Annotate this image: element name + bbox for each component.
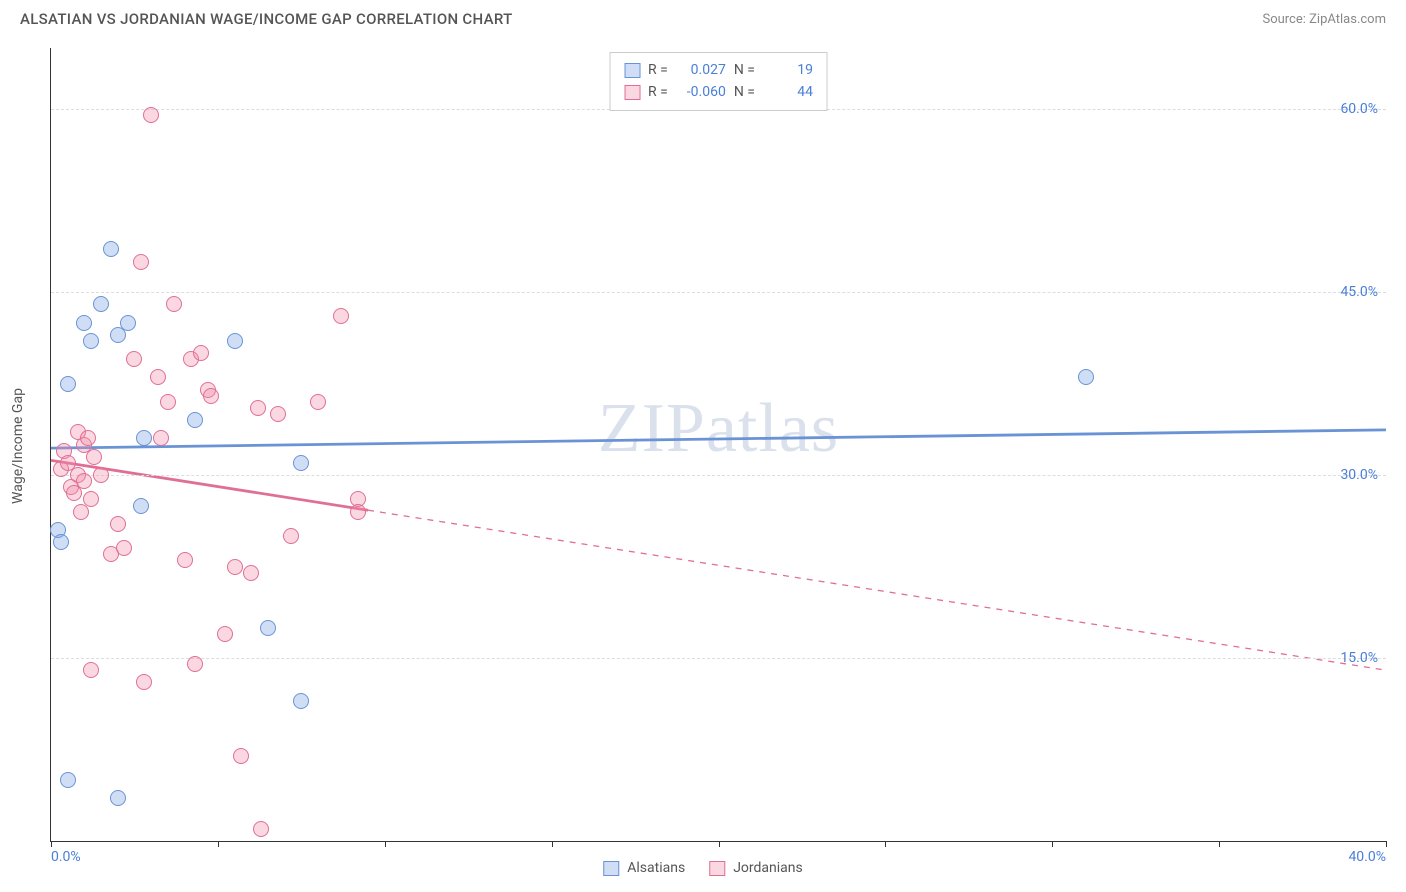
scatter-point	[133, 254, 149, 270]
y-tick-label: 60.0%	[1340, 101, 1378, 117]
r-value: -0.060	[676, 81, 726, 103]
swatch-icon	[624, 63, 640, 78]
y-tick-label: 15.0%	[1340, 650, 1378, 666]
scatter-point	[1078, 369, 1094, 385]
scatter-point	[333, 308, 349, 324]
r-label: R =	[648, 59, 668, 81]
scatter-point	[293, 455, 309, 471]
scatter-point	[103, 241, 119, 257]
x-tick	[552, 841, 553, 847]
x-tick	[719, 841, 720, 847]
scatter-point	[350, 504, 366, 520]
scatter-point	[310, 394, 326, 410]
swatch-icon	[709, 861, 725, 876]
y-tick-label: 30.0%	[1340, 467, 1378, 483]
scatter-point	[93, 467, 109, 483]
scatter-point	[283, 528, 299, 544]
gridline	[51, 292, 1386, 293]
scatter-point	[126, 351, 142, 367]
x-tick-label: 40.0%	[1348, 849, 1386, 865]
scatter-point	[76, 315, 92, 331]
x-tick-label: 0.0%	[51, 849, 81, 865]
scatter-point	[166, 296, 182, 312]
header: ALSATIAN VS JORDANIAN WAGE/INCOME GAP CO…	[0, 0, 1406, 36]
swatch-icon	[603, 861, 619, 876]
legend-row-alsatians: R = 0.027 N = 19	[624, 59, 813, 81]
scatter-point	[153, 430, 169, 446]
scatter-point	[80, 430, 96, 446]
x-tick	[1219, 841, 1220, 847]
scatter-point	[243, 565, 259, 581]
scatter-point	[83, 491, 99, 507]
trend-lines	[51, 48, 1386, 841]
y-axis-label: Wage/Income Gap	[10, 388, 26, 504]
scatter-point	[93, 296, 109, 312]
scatter-point	[253, 821, 269, 837]
scatter-point	[133, 498, 149, 514]
x-tick	[385, 841, 386, 847]
x-tick	[885, 841, 886, 847]
scatter-point	[83, 333, 99, 349]
n-value: 19	[763, 59, 813, 81]
scatter-point	[136, 674, 152, 690]
x-tick	[51, 841, 52, 847]
n-label: N =	[734, 59, 755, 81]
legend-item-jordanians: Jordanians	[709, 860, 803, 876]
y-tick-label: 45.0%	[1340, 284, 1378, 300]
x-tick	[1386, 841, 1387, 847]
chart-title: ALSATIAN VS JORDANIAN WAGE/INCOME GAP CO…	[20, 10, 513, 28]
scatter-point	[260, 620, 276, 636]
scatter-point	[120, 315, 136, 331]
scatter-point	[53, 534, 69, 550]
gridline	[51, 475, 1386, 476]
r-value: 0.027	[676, 59, 726, 81]
scatter-point	[233, 748, 249, 764]
x-tick	[218, 841, 219, 847]
scatter-point	[116, 540, 132, 556]
gridline	[51, 658, 1386, 659]
legend-row-jordanians: R = -0.060 N = 44	[624, 81, 813, 103]
scatter-point	[136, 430, 152, 446]
legend-item-alsatians: Alsatians	[603, 860, 685, 876]
swatch-icon	[624, 85, 640, 100]
scatter-point	[60, 376, 76, 392]
scatter-point	[193, 345, 209, 361]
watermark: ZIPatlas	[598, 389, 839, 469]
scatter-point	[110, 516, 126, 532]
scatter-point	[187, 656, 203, 672]
r-label: R =	[648, 81, 668, 103]
scatter-point	[227, 559, 243, 575]
scatter-point	[60, 772, 76, 788]
scatter-point	[160, 394, 176, 410]
scatter-point	[227, 333, 243, 349]
scatter-point	[203, 388, 219, 404]
scatter-point	[143, 107, 159, 123]
scatter-point	[83, 662, 99, 678]
scatter-point	[86, 449, 102, 465]
legend-label: Jordanians	[733, 860, 803, 876]
x-tick	[1052, 841, 1053, 847]
scatter-point	[293, 693, 309, 709]
legend-label: Alsatians	[627, 860, 685, 876]
scatter-point	[110, 790, 126, 806]
source-label: Source: ZipAtlas.com	[1262, 12, 1386, 27]
n-value: 44	[763, 81, 813, 103]
scatter-point	[270, 406, 286, 422]
scatter-point	[187, 412, 203, 428]
scatter-point	[250, 400, 266, 416]
chart-plot-area: ZIPatlas R = 0.027 N = 19 R = -0.060 N =…	[50, 48, 1386, 842]
scatter-point	[76, 473, 92, 489]
scatter-point	[177, 552, 193, 568]
correlation-legend: R = 0.027 N = 19 R = -0.060 N = 44	[609, 52, 828, 111]
scatter-point	[150, 369, 166, 385]
series-legend: Alsatians Jordanians	[603, 860, 802, 876]
scatter-point	[217, 626, 233, 642]
n-label: N =	[734, 81, 755, 103]
